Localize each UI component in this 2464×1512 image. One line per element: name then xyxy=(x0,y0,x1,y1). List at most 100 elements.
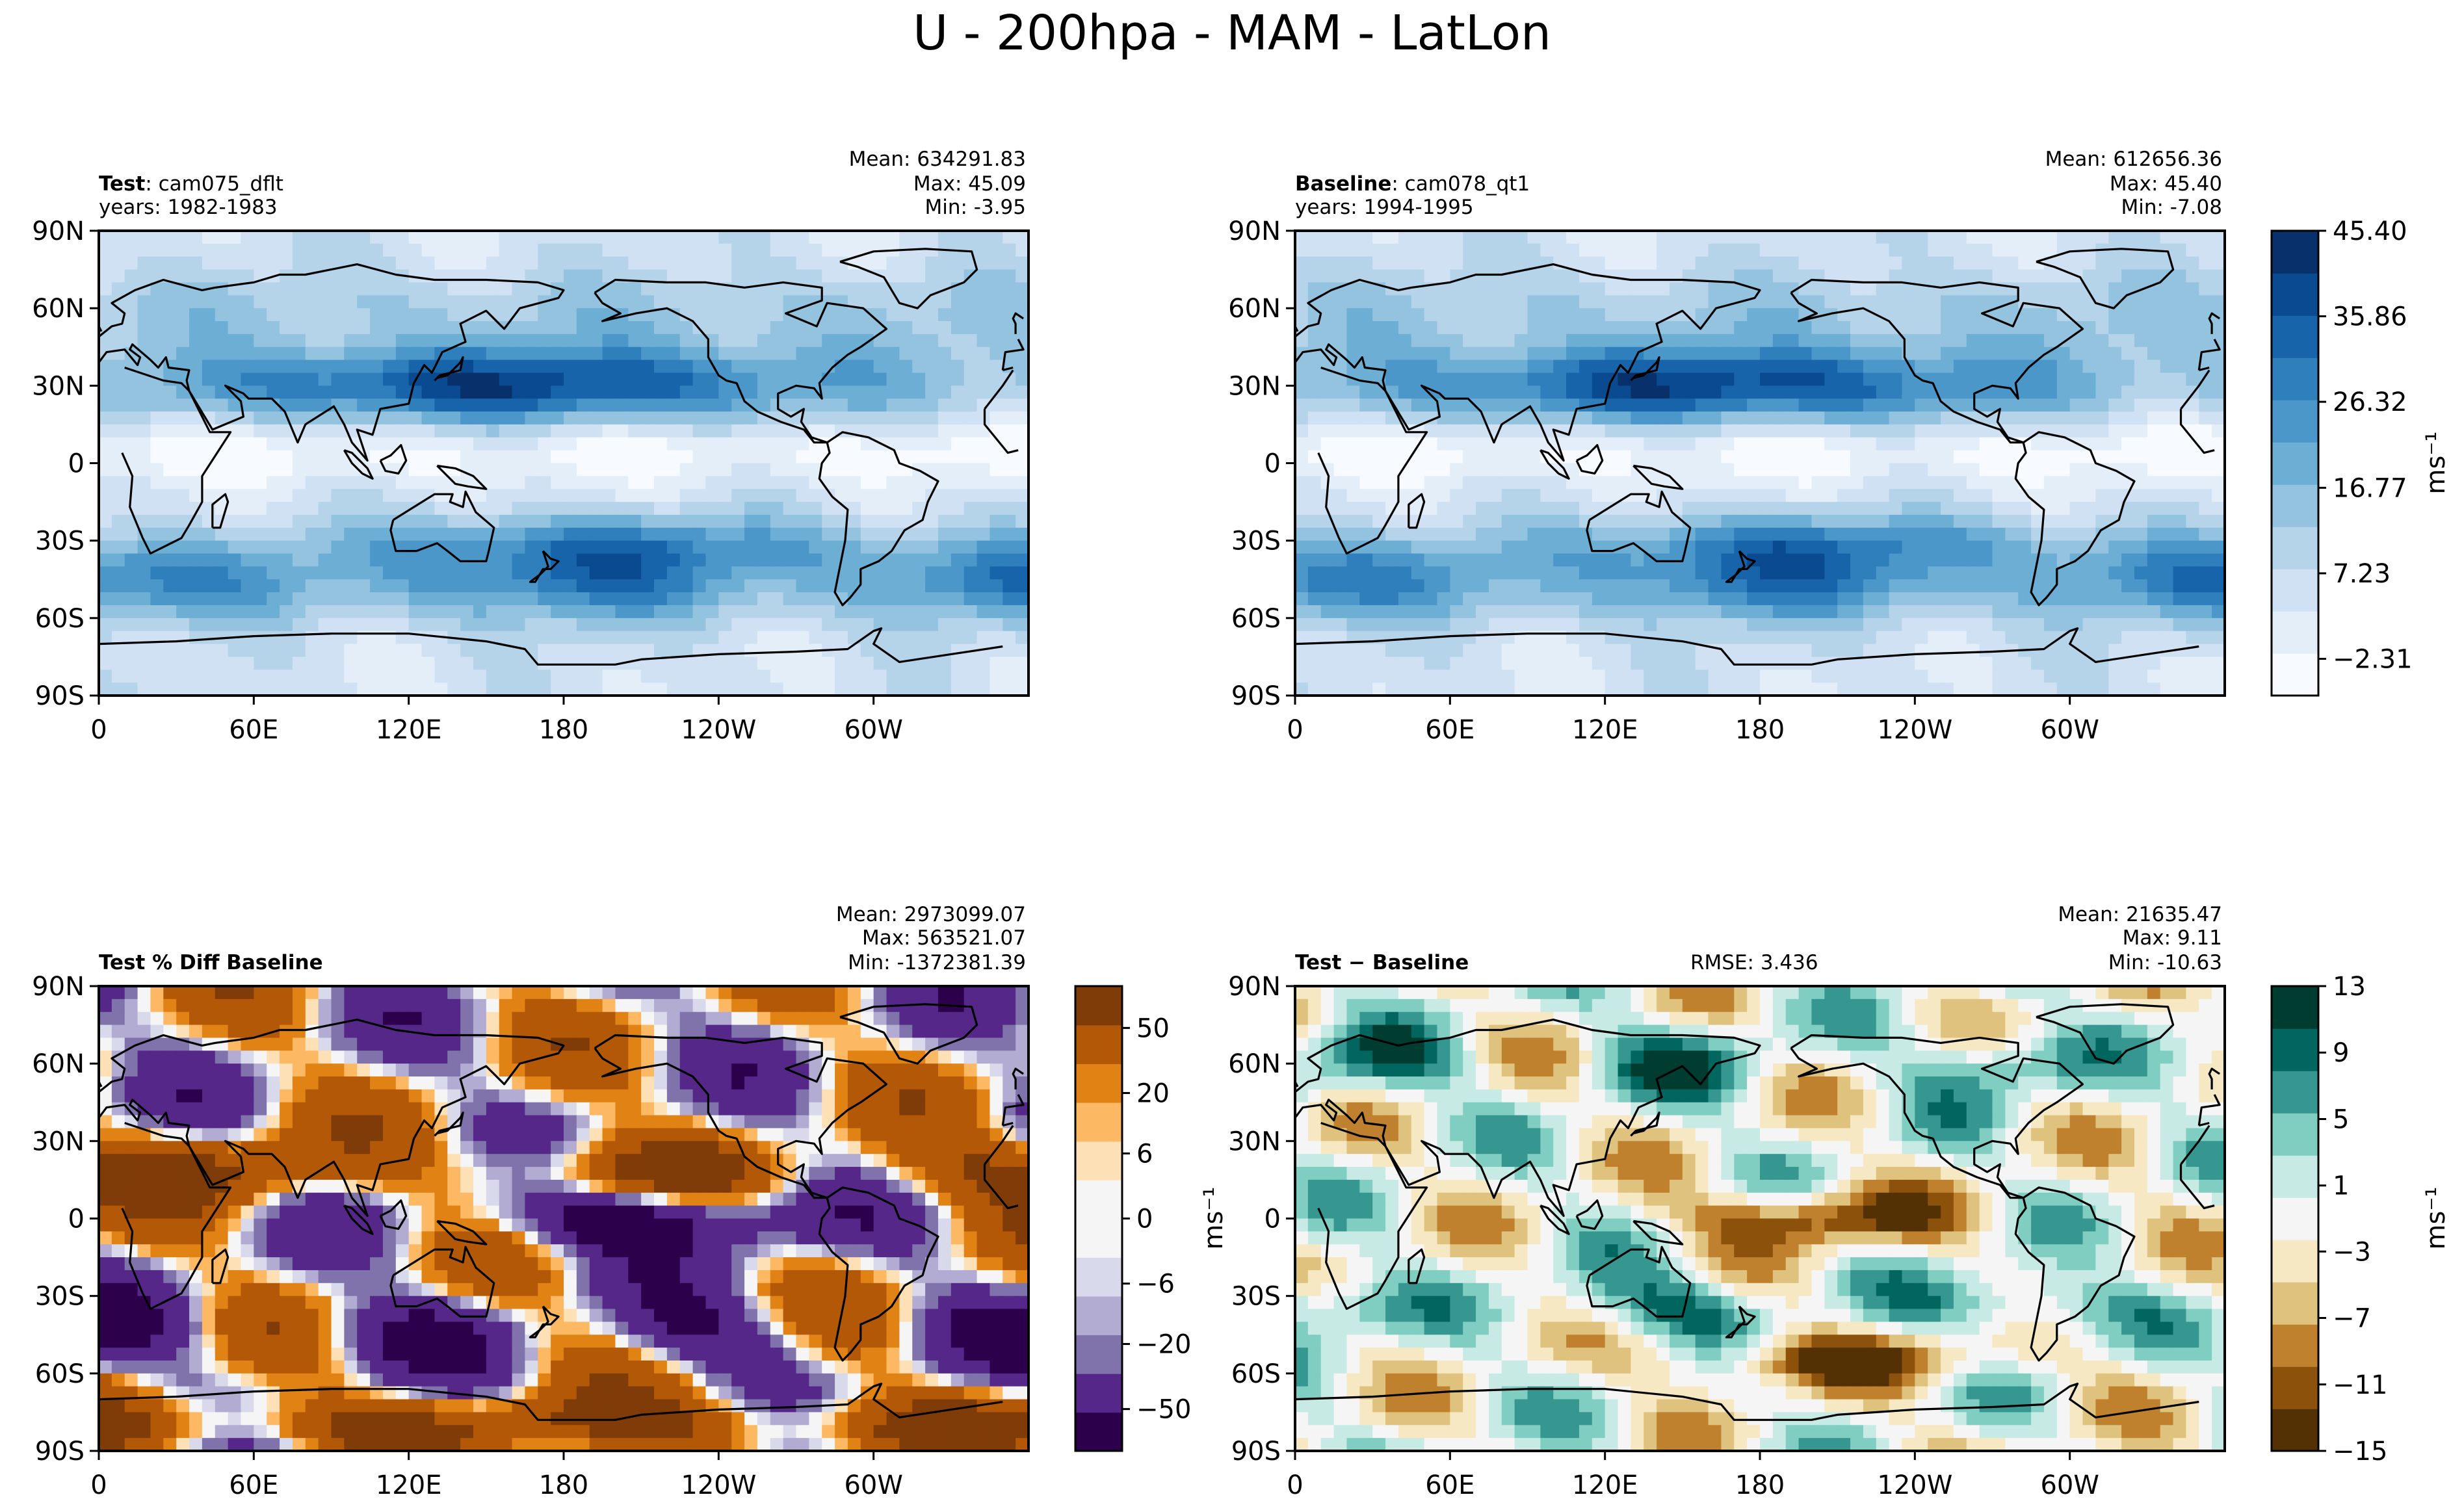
field-cell xyxy=(421,657,435,670)
field-cell xyxy=(460,605,474,619)
field-cell xyxy=(628,359,642,374)
field-cell xyxy=(2199,502,2212,515)
field-cell xyxy=(370,566,384,580)
field-cell xyxy=(1695,256,1709,270)
field-cell xyxy=(912,295,926,309)
field-cell xyxy=(937,437,952,451)
field-cell xyxy=(2069,592,2084,606)
field-cell xyxy=(137,566,151,580)
field-cell xyxy=(589,411,603,425)
field-cell xyxy=(331,295,345,309)
field-cell xyxy=(2173,411,2187,425)
field-cell xyxy=(1385,437,1399,451)
field-cell xyxy=(1747,605,1761,619)
field-cell xyxy=(744,243,758,257)
field-cell xyxy=(705,308,719,322)
x-tick-label: 60E xyxy=(229,715,278,745)
field-cell xyxy=(267,385,280,399)
field-cell xyxy=(460,424,474,438)
field-cell xyxy=(150,295,164,309)
field-cell xyxy=(1553,282,1567,296)
field-cell xyxy=(628,618,642,632)
field-cell xyxy=(847,683,861,696)
field-cell xyxy=(215,333,229,348)
field-cell xyxy=(731,282,745,296)
field-cell xyxy=(1902,605,1915,619)
field-cell xyxy=(1592,333,1606,348)
field-cell xyxy=(937,359,952,374)
field-cell xyxy=(292,566,306,580)
field-cell xyxy=(2095,333,2109,348)
field-cell xyxy=(705,243,719,257)
field-cell xyxy=(666,489,681,502)
field-cell xyxy=(434,644,448,658)
field-cell xyxy=(1359,231,1373,244)
field-cell xyxy=(447,295,461,309)
field-cell xyxy=(2043,618,2058,632)
field-cell xyxy=(615,295,629,309)
field-cell xyxy=(228,502,242,515)
field-cell xyxy=(1579,231,1593,244)
field-cell xyxy=(1307,592,1322,606)
field-cell xyxy=(2108,282,2122,296)
field-cell xyxy=(1928,463,1941,476)
field-cell xyxy=(1333,489,1348,502)
field-cell xyxy=(1889,631,1903,645)
field-cell xyxy=(124,256,138,270)
field-cell xyxy=(1540,321,1554,335)
field-cell xyxy=(744,346,758,361)
field-cell xyxy=(976,502,991,515)
field-cell xyxy=(2212,282,2225,296)
field-cell xyxy=(1708,424,1722,438)
field-cell xyxy=(357,566,371,580)
field-cell xyxy=(963,372,978,386)
field-cell xyxy=(2121,231,2135,244)
field-cell xyxy=(499,269,513,283)
field-cell xyxy=(757,514,771,528)
field-cell xyxy=(1772,346,1787,361)
field-cell xyxy=(1915,540,1928,554)
field-cell xyxy=(305,644,319,658)
field-cell xyxy=(1915,592,1928,606)
field-cell xyxy=(1295,282,1309,296)
field-cell xyxy=(395,424,410,438)
field-cell xyxy=(318,670,332,683)
field-cell xyxy=(2160,527,2174,541)
field-cell xyxy=(512,282,526,296)
field-cell xyxy=(1295,592,1309,606)
field-cell xyxy=(602,670,616,683)
coastline-sumatra xyxy=(343,449,374,480)
field-cell xyxy=(602,657,616,670)
field-cell xyxy=(318,372,332,386)
field-cell xyxy=(1941,631,1954,645)
field-cell xyxy=(770,579,784,593)
field-cell xyxy=(963,683,978,696)
field-cell xyxy=(1605,321,1619,335)
field-cell xyxy=(576,683,590,696)
field-cell xyxy=(1811,566,1825,580)
field-cell xyxy=(460,372,474,386)
field-cell xyxy=(551,372,564,386)
field-cell xyxy=(460,231,474,244)
field-cell xyxy=(280,269,293,283)
field-cell xyxy=(150,514,164,528)
field-cell xyxy=(1333,631,1348,645)
field-cell xyxy=(1721,256,1735,270)
field-cell xyxy=(512,269,526,283)
field-cell xyxy=(241,644,254,658)
field-cell xyxy=(395,321,410,335)
field-cell xyxy=(796,359,809,374)
field-cell xyxy=(1488,450,1502,464)
field-cell xyxy=(809,592,822,606)
field-cell xyxy=(189,618,203,632)
coastline-africa xyxy=(984,369,1014,410)
field-cell xyxy=(2018,605,2032,619)
field-cell xyxy=(1863,256,1877,270)
field-cell xyxy=(744,579,758,593)
field-cell xyxy=(215,450,229,464)
field-cell xyxy=(950,346,965,361)
field-cell xyxy=(654,476,668,489)
field-cell xyxy=(925,424,939,438)
field-cell xyxy=(615,398,629,412)
field-cell xyxy=(1540,566,1554,580)
